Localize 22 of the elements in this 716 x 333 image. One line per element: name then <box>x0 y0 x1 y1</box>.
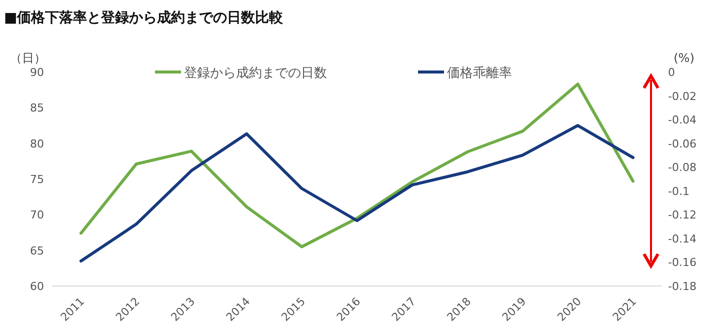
y2tick: -0.14 <box>668 232 696 246</box>
legend-label: 登録から成約までの日数 <box>184 66 327 81</box>
title: ■価格下落率と登録から成約までの日数比較 <box>4 10 284 26</box>
ytick: 70 <box>30 208 44 222</box>
y2tick: 0 <box>668 66 675 79</box>
y2tick: -0.02 <box>668 90 696 103</box>
legend-label: 価格乖離率 <box>447 66 512 81</box>
ylabel: （日） <box>10 51 46 65</box>
ytick: 90 <box>30 66 44 79</box>
ytick: 75 <box>30 173 44 186</box>
ytick: 85 <box>30 102 44 115</box>
y2tick: -0.18 <box>668 280 696 293</box>
y2tick: -0.06 <box>668 137 696 150</box>
y2tick: -0.1 <box>668 184 690 198</box>
y2tick: -0.08 <box>668 161 696 174</box>
ytick: 65 <box>30 244 44 258</box>
y2tick: -0.12 <box>668 208 696 222</box>
y2tick: -0.04 <box>668 114 696 127</box>
y2label: (%) <box>674 51 694 65</box>
ytick: 80 <box>30 137 44 150</box>
ytick: 60 <box>30 280 44 293</box>
y2tick: -0.16 <box>668 256 696 270</box>
